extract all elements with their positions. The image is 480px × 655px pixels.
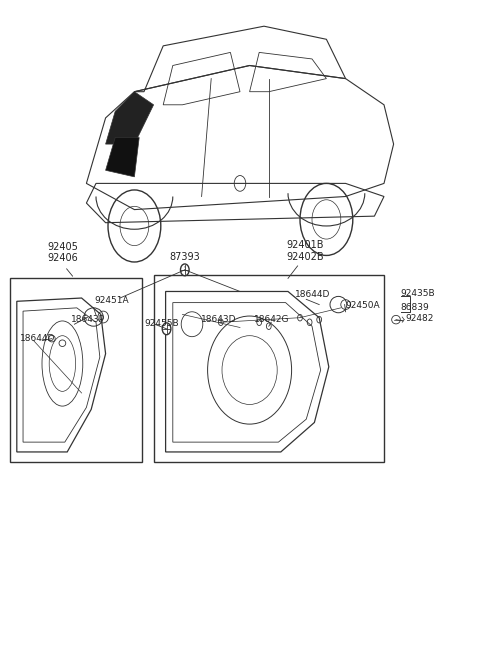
Text: 18644D: 18644D xyxy=(295,290,331,299)
Text: 87393: 87393 xyxy=(169,252,200,262)
Text: 92450A: 92450A xyxy=(346,301,380,310)
Text: 18644D: 18644D xyxy=(20,334,56,343)
FancyBboxPatch shape xyxy=(154,275,384,462)
Polygon shape xyxy=(106,92,154,144)
Text: 92435B: 92435B xyxy=(401,289,435,298)
Text: 92405
92406: 92405 92406 xyxy=(47,242,78,263)
Text: 18643P: 18643P xyxy=(71,315,105,324)
Text: 92455B: 92455B xyxy=(144,318,179,328)
Text: 18643D: 18643D xyxy=(201,315,236,324)
Text: 92451A: 92451A xyxy=(95,295,129,305)
Text: 92482: 92482 xyxy=(406,314,434,323)
Circle shape xyxy=(162,323,171,335)
Text: 18642G: 18642G xyxy=(254,315,290,324)
Circle shape xyxy=(180,264,189,276)
Text: 92401B
92402B: 92401B 92402B xyxy=(286,240,324,262)
Polygon shape xyxy=(106,138,139,177)
Text: 86839: 86839 xyxy=(401,303,430,312)
FancyBboxPatch shape xyxy=(10,278,142,462)
